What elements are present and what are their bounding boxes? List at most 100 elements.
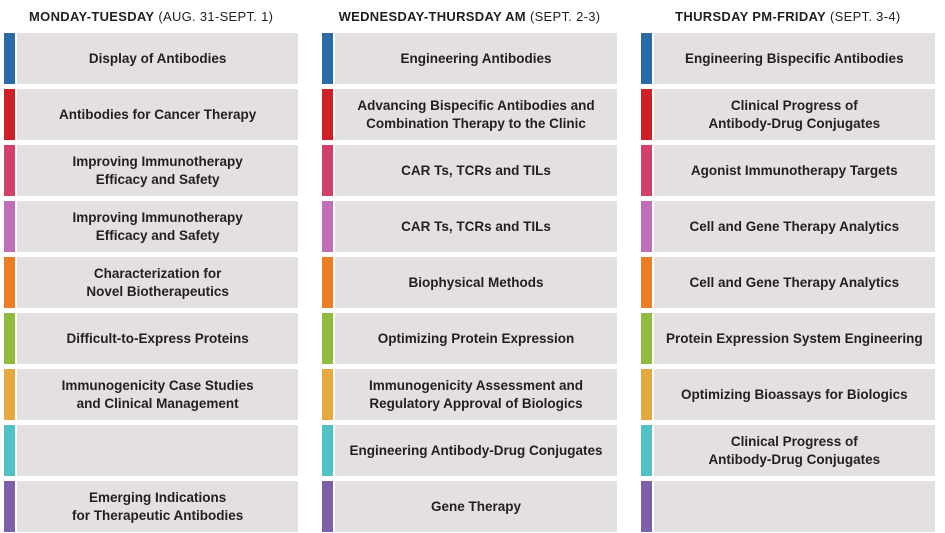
session-row: Advancing Bispecific Antibodies and Comb… [322,89,617,140]
track-color-bar [4,145,15,196]
session-label: Characterization for Novel Biotherapeuti… [86,265,229,299]
session-box: Cell and Gene Therapy Analytics [653,201,935,252]
session-label: Engineering Antibody-Drug Conjugates [349,442,603,458]
session-row: Protein Expression System Engineering [640,313,935,364]
session-label: Immunogenicity Case Studies and Clinical… [61,377,254,411]
session-row-empty [4,425,299,476]
session-row: Clinical Progress of Antibody-Drug Conju… [640,425,935,476]
session-row: Engineering Antibodies [322,33,617,84]
session-label: CAR Ts, TCRs and TILs [401,162,551,178]
session-label: Biophysical Methods [408,274,544,290]
session-label: Clinical Progress of Antibody-Drug Conju… [708,433,881,467]
session-row: Display of Antibodies [4,33,299,84]
session-rows: Engineering Bispecific Antibodies Clinic… [640,33,935,532]
session-row: Characterization for Novel Biotherapeuti… [4,257,299,308]
session-box: Antibodies for Cancer Therapy [17,89,299,140]
session-label: Optimizing Bioassays for Biologics [681,386,908,402]
session-box: Cell and Gene Therapy Analytics [653,257,935,308]
track-color-bar [322,369,334,420]
schedule-column-wednesday-thursday-am: WEDNESDAY-THURSDAY AM (SEPT. 2-3) Engine… [322,0,617,533]
session-row: Engineering Bispecific Antibodies [640,33,935,84]
session-row: Antibodies for Cancer Therapy [4,89,299,140]
session-box: Agonist Immunotherapy Targets [653,145,935,196]
session-label: Emerging Indications for Therapeutic Ant… [72,489,244,523]
session-label: CAR Ts, TCRs and TILs [401,218,551,234]
track-color-bar [4,201,15,252]
track-color-bar [4,33,15,84]
column-header-days: MONDAY-TUESDAY [29,9,155,24]
track-color-bar [640,481,652,532]
column-header-dates: (SEPT. 3-4) [830,9,901,24]
column-header-dates: (AUG. 31-SEPT. 1) [158,9,274,24]
session-label: Cell and Gene Therapy Analytics [689,274,900,290]
column-header-days: WEDNESDAY-THURSDAY AM [338,9,526,24]
session-label: Cell and Gene Therapy Analytics [689,218,900,234]
session-box: CAR Ts, TCRs and TILs [335,145,617,196]
track-color-bar [322,145,334,196]
session-label: Antibodies for Cancer Therapy [59,106,257,122]
session-box: Gene Therapy [335,481,617,532]
session-box: Engineering Bispecific Antibodies [653,33,935,84]
schedule-column-monday-tuesday: MONDAY-TUESDAY (AUG. 31-SEPT. 1) Display… [4,0,299,533]
track-color-bar [4,369,15,420]
session-box: Immunogenicity Assessment and Regulatory… [335,369,617,420]
track-color-bar [4,313,15,364]
session-box: Display of Antibodies [17,33,299,84]
session-label: Difficult-to-Express Proteins [66,330,249,346]
track-color-bar [322,89,334,140]
session-row: Emerging Indications for Therapeutic Ant… [4,481,299,532]
column-header: MONDAY-TUESDAY (AUG. 31-SEPT. 1) [4,0,298,33]
session-row: Difficult-to-Express Proteins [4,313,299,364]
track-color-bar [4,257,15,308]
session-row: Engineering Antibody-Drug Conjugates [322,425,617,476]
session-box: Biophysical Methods [335,257,617,308]
session-label: Display of Antibodies [88,50,227,66]
session-box: Immunogenicity Case Studies and Clinical… [17,369,299,420]
track-color-bar [640,313,652,364]
track-color-bar [4,89,15,140]
session-box: Improving Immunotherapy Efficacy and Saf… [17,201,299,252]
session-row: CAR Ts, TCRs and TILs [322,145,617,196]
column-header: THURSDAY PM-FRIDAY (SEPT. 3-4) [641,0,935,33]
session-box: Advancing Bispecific Antibodies and Comb… [335,89,617,140]
track-color-bar [322,313,334,364]
session-row-empty [640,481,935,532]
session-label: Engineering Bispecific Antibodies [685,50,904,66]
column-header-days: THURSDAY PM-FRIDAY [675,9,826,24]
session-row: Improving Immunotherapy Efficacy and Saf… [4,145,299,196]
session-box: CAR Ts, TCRs and TILs [335,201,617,252]
session-label: Engineering Antibodies [400,50,552,66]
track-color-bar [640,257,652,308]
session-box [653,481,935,532]
track-color-bar [640,425,652,476]
track-color-bar [640,369,652,420]
session-row: Improving Immunotherapy Efficacy and Saf… [4,201,299,252]
track-color-bar [640,201,652,252]
session-label: Improving Immunotherapy Efficacy and Saf… [72,153,243,187]
session-box: Engineering Antibody-Drug Conjugates [335,425,617,476]
track-color-bar [640,33,652,84]
track-color-bar [322,481,334,532]
session-box: Optimizing Protein Expression [335,313,617,364]
session-label: Gene Therapy [430,498,521,514]
session-box: Clinical Progress of Antibody-Drug Conju… [653,425,935,476]
session-box: Optimizing Bioassays for Biologics [653,369,935,420]
track-color-bar [4,481,15,532]
session-row: CAR Ts, TCRs and TILs [322,201,617,252]
track-color-bar [640,89,652,140]
track-color-bar [322,33,334,84]
track-color-bar [640,145,652,196]
session-box: Clinical Progress of Antibody-Drug Conju… [653,89,935,140]
session-label: Optimizing Protein Expression [377,330,575,346]
session-row: Optimizing Protein Expression [322,313,617,364]
session-box: Engineering Antibodies [335,33,617,84]
column-header-dates: (SEPT. 2-3) [529,9,601,24]
track-color-bar [322,257,334,308]
session-label: Improving Immunotherapy Efficacy and Saf… [72,209,243,243]
session-box: Improving Immunotherapy Efficacy and Saf… [17,145,299,196]
session-row: Agonist Immunotherapy Targets [640,145,935,196]
session-box [17,425,299,476]
session-box: Difficult-to-Express Proteins [17,313,299,364]
session-box: Protein Expression System Engineering [653,313,935,364]
